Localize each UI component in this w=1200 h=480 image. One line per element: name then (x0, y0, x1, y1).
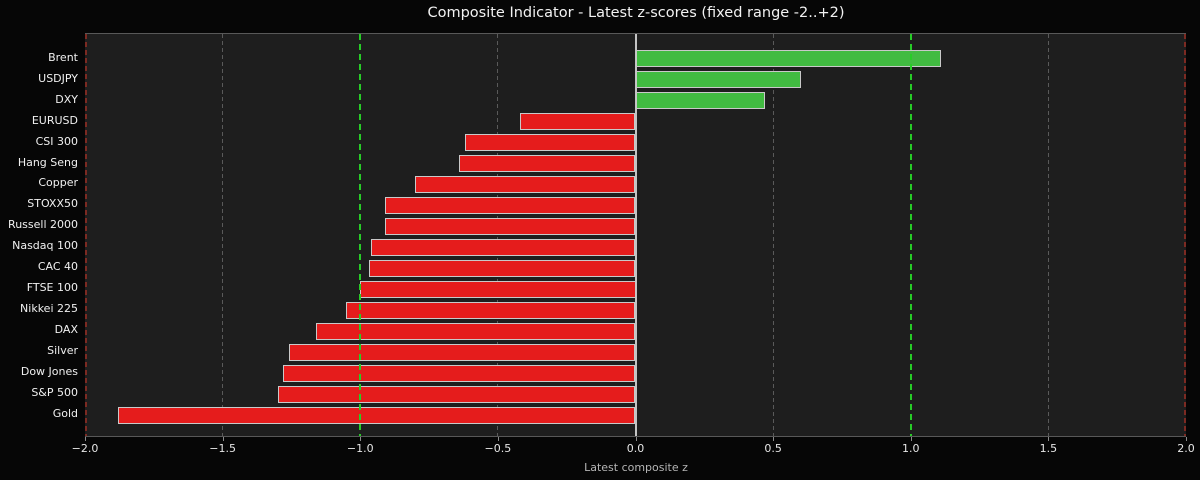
x-tick-mark-2 (1186, 437, 1187, 441)
y-label-hang-seng: Hang Seng (17, 155, 78, 169)
x-tick-mark-0 (635, 437, 637, 441)
bar-dax (316, 322, 636, 340)
bar-ftse-100 (360, 280, 636, 298)
threshold-line--1 (359, 34, 362, 436)
bar-nikkei-225 (346, 301, 636, 319)
bar-dow-jones (283, 364, 636, 382)
bar-silver (288, 343, 636, 361)
bar-stoxx50 (385, 196, 636, 214)
y-label-stoxx50: STOXX50 (27, 197, 78, 211)
y-label-s-p-500: S&P 500 (31, 386, 78, 400)
x-tick-mark--2 (85, 437, 86, 441)
x-tick-label-0.5: 0.5 (764, 442, 782, 455)
x-tick-mark--0.5 (497, 437, 499, 441)
y-label-nikkei-225: Nikkei 225 (20, 302, 78, 316)
x-tick-label--1: −1.0 (346, 442, 374, 455)
gridline-1.5 (1047, 34, 1049, 436)
y-label-csi-300: CSI 300 (35, 134, 78, 148)
gridline--1.5 (222, 34, 224, 436)
chart-title: Composite Indicator - Latest z-scores (f… (427, 5, 845, 21)
x-tick-label--1.5: −1.5 (209, 442, 236, 455)
bar-copper (415, 175, 636, 193)
x-tick-mark-1 (910, 437, 912, 441)
x-tick-label--0.5: −0.5 (484, 442, 512, 455)
x-tick-label-1: 1.0 (902, 442, 920, 455)
threshold-line-1 (909, 34, 912, 436)
bar-csi-300 (464, 134, 636, 152)
x-tick-label--2: −2.0 (71, 442, 99, 455)
bar-russell-2000 (385, 217, 636, 235)
y-label-russell-2000: Russell 2000 (8, 218, 78, 232)
y-label-dax: DAX (54, 323, 78, 337)
y-label-copper: Copper (38, 176, 78, 190)
bar-dxy (635, 92, 765, 110)
bar-s-p-500 (277, 385, 636, 403)
y-label-ftse-100: FTSE 100 (26, 281, 78, 295)
x-tick-mark--1.5 (222, 437, 224, 441)
gridline--0.5 (497, 34, 499, 436)
y-label-cac-40: CAC 40 (37, 260, 78, 274)
bar-nasdaq-100 (371, 238, 636, 256)
y-label-silver: Silver (47, 344, 78, 358)
y-label-dxy: DXY (55, 92, 78, 106)
y-label-brent: Brent (48, 50, 78, 64)
x-tick-mark-1.5 (1048, 437, 1050, 441)
x-tick-label-0: 0.0 (626, 442, 645, 455)
gridline-0.5 (772, 34, 774, 436)
y-label-usdjpy: USDJPY (38, 71, 78, 85)
range-spine-right (1184, 34, 1186, 436)
bar-usdjpy (635, 71, 801, 89)
y-label-nasdaq-100: Nasdaq 100 (12, 239, 78, 253)
bar-hang-seng (459, 155, 636, 172)
y-label-gold: Gold (52, 407, 78, 421)
x-tick-label-1.5: 1.5 (1039, 442, 1058, 455)
y-label-eurusd: EURUSD (31, 113, 78, 127)
x-tick-mark--1 (360, 437, 362, 441)
bar-brent (635, 50, 942, 68)
x-tick-label-2: 2.0 (1177, 442, 1195, 455)
x-axis-label: Latest composite z (584, 461, 688, 474)
bar-eurusd (519, 113, 636, 131)
bar-cac-40 (368, 259, 636, 277)
zero-line (634, 34, 637, 436)
bar-gold (118, 406, 636, 424)
y-label-dow-jones: Dow Jones (20, 365, 78, 379)
plot-area (85, 33, 1186, 437)
x-tick-mark-0.5 (773, 437, 775, 441)
range-spine-left (85, 34, 87, 436)
